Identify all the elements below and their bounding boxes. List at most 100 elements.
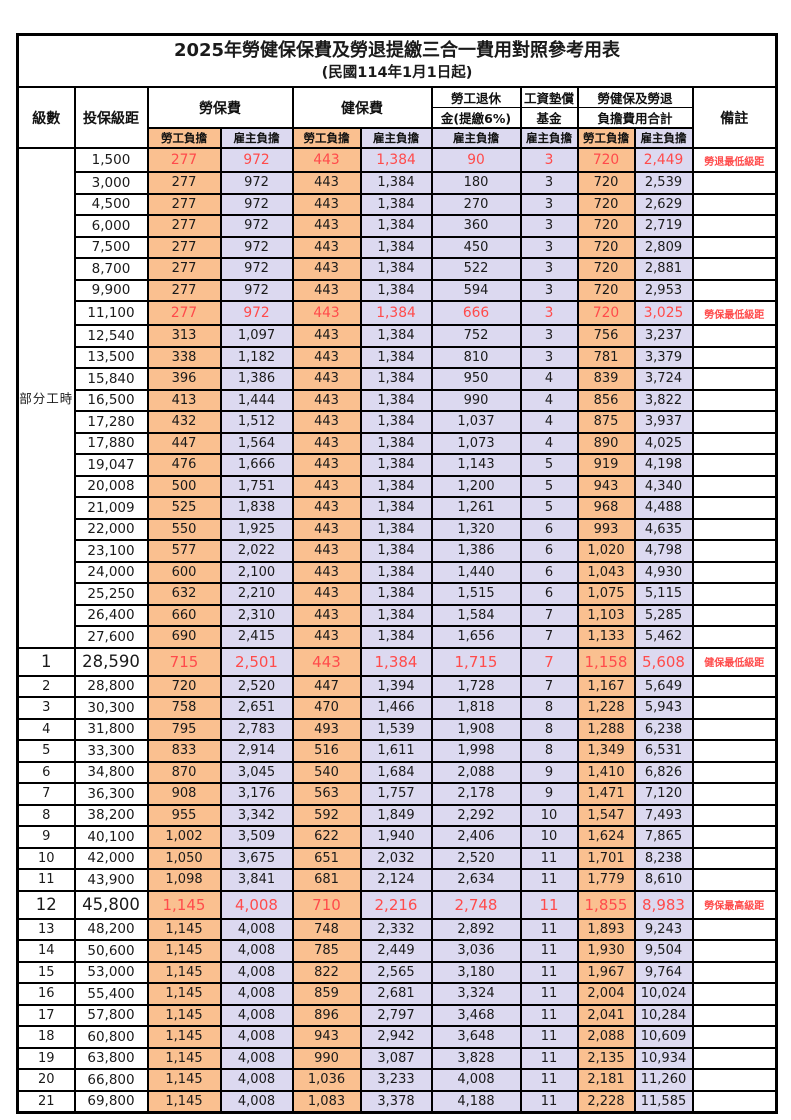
total-worker-cell: 919	[576, 453, 636, 477]
total-employer-cell: 3,937	[633, 410, 694, 434]
labor-worker-cell: 600	[146, 560, 222, 584]
pension-employer-cell: 3,468	[430, 1003, 522, 1027]
table-row: 24,000 600 2,100 443 1,384 1,440 6 1,043 4,930	[18, 560, 778, 584]
total-employer-cell: 6,826	[633, 760, 694, 784]
total-employer-cell: 4,930	[633, 560, 694, 584]
bracket-cell: 42,000	[73, 846, 149, 870]
bracket-cell: 23,100	[73, 539, 149, 563]
labor-employer-cell: 1,512	[219, 410, 294, 434]
health-worker-cell: 622	[291, 825, 362, 849]
labor-worker-cell: 447	[146, 431, 222, 455]
wage-fund-cell: 11	[519, 960, 579, 984]
wage-fund-cell: 7	[519, 625, 579, 649]
labor-employer-cell: 972	[219, 192, 294, 216]
level-cell: 5	[16, 739, 76, 763]
labor-worker-cell: 1,145	[146, 1089, 222, 1114]
labor-worker-cell: 1,145	[146, 960, 222, 984]
remark-cell: 勞保最高級距	[691, 889, 778, 920]
table-row: 19,047 476 1,666 443 1,384 1,143 5 919 4,198	[18, 453, 778, 477]
pension-employer-cell: 450	[430, 235, 522, 259]
bracket-cell: 4,500	[73, 192, 149, 216]
remark-cell	[691, 560, 778, 584]
pension-employer-cell: 1,818	[430, 696, 522, 720]
labor-employer-cell: 2,100	[219, 560, 294, 584]
total-worker-cell: 1,103	[576, 603, 636, 627]
health-employer-cell: 1,539	[359, 717, 433, 741]
remark-cell: 勞退最低級距	[691, 147, 778, 173]
health-employer-cell: 1,757	[359, 782, 433, 806]
labor-employer-cell: 3,675	[219, 846, 294, 870]
labor-worker-cell: 1,050	[146, 846, 222, 870]
remark-cell	[691, 825, 778, 849]
table-row: 9 40,100 1,002 3,509 622 1,940 2,406 10 1,624 7,8…	[16, 825, 778, 849]
labor-worker-cell: 660	[146, 603, 222, 627]
total-employer-cell: 4,198	[633, 453, 694, 477]
labor-worker-cell: 313	[146, 324, 222, 348]
table-row: 17,880 447 1,564 443 1,384 1,073 4 890 4,025	[18, 431, 778, 455]
pension-employer-cell: 1,728	[430, 674, 522, 698]
total-employer-cell: 5,608	[633, 646, 694, 677]
wage-fund-cell: 10	[519, 803, 579, 827]
total-worker-cell: 1,624	[576, 825, 636, 849]
remark-cell	[691, 453, 778, 477]
remark-cell	[691, 345, 778, 369]
wage-fund-cell: 11	[519, 889, 579, 920]
total-worker-cell: 720	[576, 257, 636, 281]
labor-employer-cell: 1,444	[219, 388, 294, 412]
labor-employer-cell: 972	[219, 171, 294, 195]
bracket-cell: 25,250	[73, 582, 149, 606]
subheader-labor-employer: 雇主負擔	[219, 127, 294, 149]
remark-cell	[691, 1089, 778, 1114]
table-row: 20,008 500 1,751 443 1,384 1,200 5 943 4,340	[18, 474, 778, 498]
level-cell-part-time: 部分工時	[16, 147, 76, 649]
health-worker-cell: 443	[291, 560, 362, 584]
col-header-pension-line1: 勞工退休	[430, 86, 522, 108]
total-worker-cell: 781	[576, 345, 636, 369]
table-row: 15 53,000 1,145 4,008 822 2,565 3,180 11 1,967 9,…	[16, 960, 778, 984]
labor-employer-cell: 1,097	[219, 324, 294, 348]
health-employer-cell: 1,384	[359, 410, 433, 434]
health-employer-cell: 3,378	[359, 1089, 433, 1114]
labor-worker-cell: 550	[146, 517, 222, 541]
bracket-cell: 21,009	[73, 496, 149, 520]
subheader-health-employer: 雇主負擔	[359, 127, 433, 149]
page-subtitle: (民國114年1月1日起)	[321, 65, 473, 82]
pension-employer-cell: 4,188	[430, 1089, 522, 1114]
health-worker-cell: 443	[291, 147, 362, 173]
total-worker-cell: 1,855	[576, 889, 636, 920]
total-worker-cell: 1,410	[576, 760, 636, 784]
total-employer-cell: 11,585	[633, 1089, 694, 1114]
table-row: 20 66,800 1,145 4,008 1,036 3,233 4,008 11 2,181…	[16, 1068, 778, 1092]
col-header-wage-fund-line2: 基金	[519, 107, 579, 129]
col-header-pension-line2: 金(提繳6%)	[430, 107, 522, 129]
remark-cell	[691, 257, 778, 281]
health-worker-cell: 710	[291, 889, 362, 920]
labor-worker-cell: 432	[146, 410, 222, 434]
bracket-cell: 30,300	[73, 696, 149, 720]
health-employer-cell: 1,384	[359, 192, 433, 216]
health-employer-cell: 1,384	[359, 474, 433, 498]
pension-employer-cell: 180	[430, 171, 522, 195]
remark-cell	[691, 324, 778, 348]
remark-cell: 勞保最低級距	[691, 300, 778, 326]
level-cell: 20	[16, 1068, 76, 1092]
wage-fund-cell: 3	[519, 257, 579, 281]
labor-employer-cell: 4,008	[219, 917, 294, 941]
total-worker-cell: 1,471	[576, 782, 636, 806]
labor-employer-cell: 2,022	[219, 539, 294, 563]
health-employer-cell: 1,384	[359, 582, 433, 606]
table-row: 6 34,800 870 3,045 540 1,684 2,088 9 1,410 6,826	[16, 760, 778, 784]
total-employer-cell: 11,260	[633, 1068, 694, 1092]
total-worker-cell: 1,158	[576, 646, 636, 677]
remark-cell	[691, 192, 778, 216]
wage-fund-cell: 8	[519, 696, 579, 720]
pension-employer-cell: 2,406	[430, 825, 522, 849]
health-worker-cell: 651	[291, 846, 362, 870]
wage-fund-cell: 3	[519, 278, 579, 302]
total-worker-cell: 1,043	[576, 560, 636, 584]
table-row: 4,500 277 972 443 1,384 270 3 720 2,629	[18, 192, 778, 216]
health-employer-cell: 2,565	[359, 960, 433, 984]
pension-employer-cell: 666	[430, 300, 522, 326]
wage-fund-cell: 7	[519, 674, 579, 698]
remark-cell	[691, 717, 778, 741]
